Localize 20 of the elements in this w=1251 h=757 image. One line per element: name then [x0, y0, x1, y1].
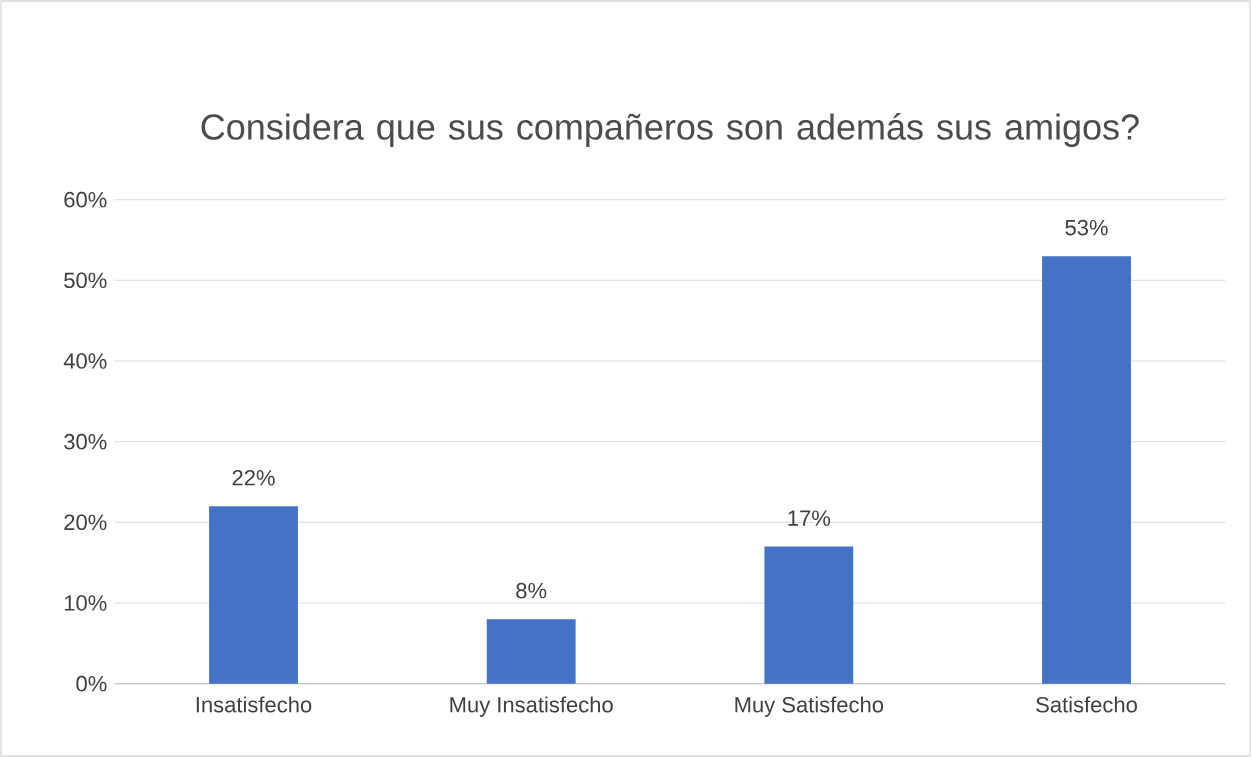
bar	[486, 619, 576, 684]
y-tick-label: 30%	[64, 433, 107, 450]
y-tick-label: 20%	[64, 514, 107, 531]
y-tick-label: 40%	[63, 353, 107, 369]
x-tick-label: Muy Insatisfecho	[450, 696, 613, 717]
x-tick-label: Satisfecho	[1036, 696, 1137, 713]
data-label: 22%	[232, 469, 275, 486]
y-tick-label: 10%	[64, 595, 107, 611]
x-tick-label: Insatisfecho	[196, 696, 312, 713]
data-label: 53%	[1065, 219, 1108, 236]
bar	[764, 546, 854, 684]
y-tick-label: 0%	[76, 675, 107, 692]
data-label: 17%	[788, 510, 831, 526]
chart-title: Considera que sus compañeros son además sus amigos?	[201, 112, 1139, 147]
y-tick-label: 60%	[64, 191, 107, 208]
bar	[209, 506, 298, 684]
y-tick-label: 50%	[64, 272, 107, 289]
x-tick-label: Muy Satisfecho	[735, 696, 884, 717]
bar	[1042, 256, 1131, 684]
data-label: 8%	[516, 582, 547, 599]
